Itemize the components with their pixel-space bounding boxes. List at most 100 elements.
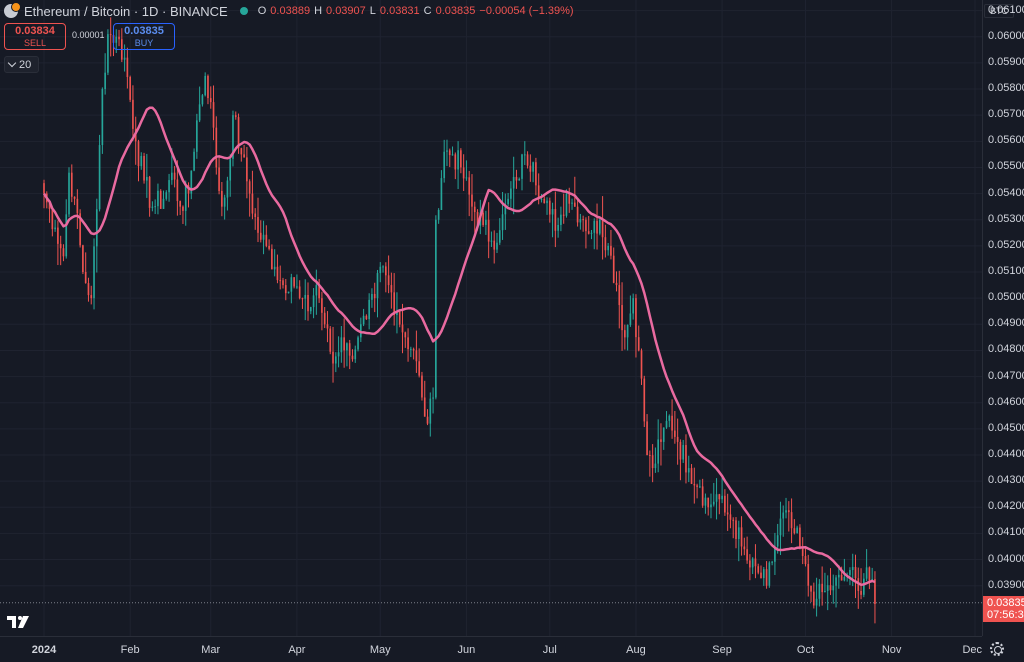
candle [290,273,293,304]
candle-body [412,348,415,351]
candle [284,279,287,301]
candle-body [373,293,376,299]
candle-body [735,520,737,539]
candle-body [65,214,68,257]
candle [59,235,62,266]
candle-body [587,231,590,234]
sell-button[interactable]: 0.03834 SELL [4,23,66,50]
candle [435,215,437,400]
candle [104,53,106,95]
candle [576,197,579,227]
candle-body [329,328,332,352]
candle-body [560,214,562,225]
candle [562,193,565,224]
buy-price: 0.03835 [124,25,164,37]
candle [398,311,401,328]
candle [298,280,301,300]
time-tick-label: Apr [288,644,306,656]
last-price-tag: 0.03835 07:56:34 [983,596,1024,622]
candle-body [787,510,790,513]
candle-body [640,350,643,379]
buy-button[interactable]: 0.03835 BUY [113,23,175,50]
candle [746,536,748,564]
price-tick-label: 0.05700 [988,108,1024,121]
candle-body [334,356,337,364]
candle-body [565,193,568,216]
candle-body [193,151,195,171]
candle [279,265,282,290]
candle [715,478,718,520]
candle [835,575,837,608]
candle-body [215,127,218,168]
price-tick-label: 0.06000 [988,29,1024,42]
candle [68,167,70,218]
candle [598,218,601,236]
candle-body [243,154,245,158]
candle [498,218,501,245]
candle-body [637,337,640,351]
candle-body [257,217,259,233]
time-axis[interactable] [0,636,982,662]
candle-body [749,560,751,568]
candle-body [384,266,387,276]
candle-body [162,198,165,209]
candle [710,493,712,519]
price-axis[interactable] [982,0,1024,636]
symbol-title[interactable]: Ethereum / Bitcoin · 1D · BINANCE [24,3,228,19]
candle-body [623,330,626,338]
candle [729,504,732,529]
candle [148,175,151,217]
candle-body [173,172,176,180]
time-tick-label: Jul [542,644,557,656]
price-tick-label: 0.04300 [988,474,1024,487]
candle [774,532,776,576]
candle-body [190,170,193,194]
candle [229,154,232,197]
gear-icon[interactable] [990,642,1004,656]
candle [376,269,379,318]
ohlc-values: O 0.03889 H 0.03907 L 0.03831 C 0.03835 −0.0… [258,5,574,17]
tradingview-logo-icon[interactable] [6,614,32,630]
candle [643,375,646,428]
candle-body [157,190,159,207]
market-status-icon[interactable] [239,7,248,15]
candle [234,111,237,120]
candle-body [98,145,101,210]
candle [212,85,215,141]
candle [365,314,368,320]
candle-body [184,185,187,211]
candle [232,110,234,167]
price-tick-label: 0.05600 [988,134,1024,147]
candle-body [237,117,240,149]
time-tick-label: Sep [712,644,732,656]
ohlc-close-label: C [423,5,432,17]
candle-body [790,512,793,529]
candle-body [593,220,596,233]
ma-line [42,106,876,587]
candle-body [526,154,529,166]
candle-body [159,190,162,209]
candle-body [607,245,609,251]
candle-body [82,245,84,273]
price-tick-label: 0.05900 [988,55,1024,68]
indicator-label: 20 [19,58,32,71]
candle-body [743,546,746,550]
axis-currency-label[interactable]: BTC [984,4,1014,18]
candle-body [418,361,421,376]
candle-body [265,234,268,246]
candle [504,193,507,230]
candle-body [398,311,401,325]
candle-body [498,230,501,243]
candle-body [354,349,357,360]
chart-area[interactable] [0,0,982,636]
candle-body [657,439,660,464]
time-tick-label: Dec [962,644,982,656]
chart-header: Ethereum / Bitcoin · 1D · BINANCE O 0.038… [4,2,574,20]
candle [443,139,446,183]
indicator-toggle-button[interactable]: 20 [4,56,39,73]
candle [707,497,710,516]
candle [782,505,785,537]
candle-body [796,527,798,534]
candle-body [454,154,457,170]
